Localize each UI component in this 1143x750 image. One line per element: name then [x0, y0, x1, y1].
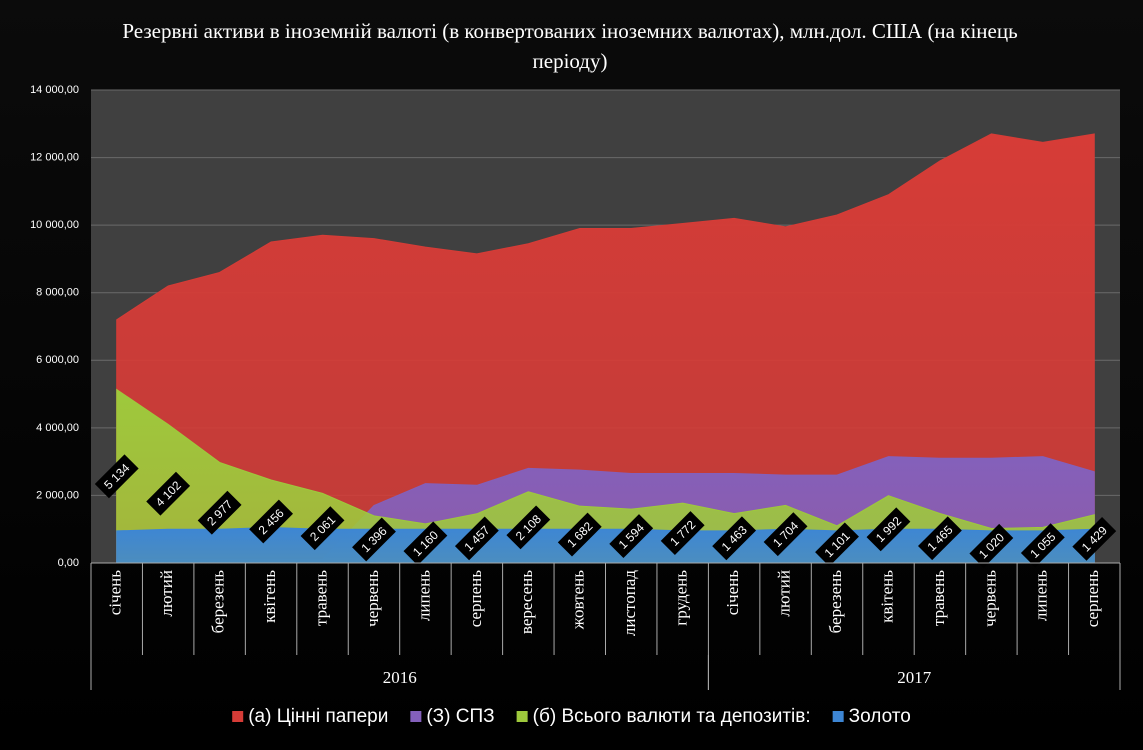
y-tick-label: 8 000,00 — [36, 287, 79, 299]
data-label-box — [352, 517, 396, 562]
x-tick-label: лютий — [157, 570, 176, 617]
data-label-box — [866, 507, 911, 552]
x-tick-label: січень — [106, 570, 125, 615]
legend-marker — [410, 711, 422, 722]
x-tick-label: січень — [723, 570, 742, 615]
x-tick-label: квітень — [877, 570, 896, 623]
data-label-box — [1072, 516, 1117, 561]
data-label-box — [146, 471, 191, 516]
data-label-box — [660, 511, 705, 555]
data-label-box — [403, 521, 448, 566]
x-tick-label: вересень — [517, 570, 536, 634]
x-tick-label: серпень — [466, 570, 485, 628]
x-tick-label: жовтень — [569, 570, 588, 630]
legend-marker — [832, 711, 844, 722]
x-tick-label: липень — [1032, 570, 1051, 621]
data-label-box — [712, 516, 757, 561]
x-tick-label: листопад — [620, 570, 639, 636]
legend-marker — [516, 711, 528, 722]
legend-label: (а) Цінні папери — [248, 706, 388, 727]
data-label-box — [1020, 523, 1065, 568]
x-tick-label: березень — [209, 570, 228, 634]
area — [116, 388, 1095, 564]
x-tick-label: квітень — [260, 570, 279, 623]
data-label-box — [557, 512, 602, 557]
x-group-label: 2016 — [383, 668, 417, 687]
data-label-box — [763, 512, 808, 557]
legend-label: (З) СПЗ — [426, 706, 494, 727]
x-tick-label: травень — [311, 570, 330, 626]
y-tick-label: 14 000,00 — [30, 84, 79, 96]
y-tick-label: 10 000,00 — [30, 219, 79, 231]
x-tick-label: червень — [980, 570, 999, 627]
chart-title: Резервні активи в іноземній валюті (в ко… — [122, 19, 1018, 73]
x-tick-label: лютий — [774, 570, 793, 617]
data-label-box — [454, 516, 499, 561]
data-label-box — [197, 490, 242, 535]
data-label-box — [94, 454, 139, 499]
y-tick-label: 12 000,00 — [30, 151, 79, 163]
legend: (а) Цінні папери (З) СПЗ (б) Всього валюти… — [232, 706, 911, 727]
data-label-box — [300, 506, 345, 551]
y-tick-label: 0,00 — [58, 557, 79, 569]
x-tick-label: серпень — [1083, 570, 1102, 628]
y-tick-label: 4 000,00 — [36, 422, 79, 434]
data-label-box — [918, 516, 962, 561]
data-label-box — [249, 499, 293, 544]
area — [116, 133, 1095, 564]
data-label-box — [609, 514, 654, 558]
y-tick-label: 6 000,00 — [36, 354, 79, 366]
x-tick-label: березень — [826, 570, 845, 634]
x-group-label: 2017 — [897, 668, 932, 687]
data-label-box — [969, 523, 1014, 568]
legend-label: (б) Всього валюти та депозитів: — [533, 706, 811, 727]
x-tick-label: травень — [929, 570, 948, 626]
x-tick-label: грудень — [672, 570, 691, 626]
legend-label: Золото — [849, 706, 911, 727]
data-label-box — [815, 522, 859, 567]
y-tick-label: 2 000,00 — [36, 489, 79, 501]
x-tick-label: червень — [363, 570, 382, 627]
x-tick-label: липень — [414, 570, 433, 621]
data-label-box — [506, 505, 551, 550]
legend-marker — [232, 711, 244, 722]
